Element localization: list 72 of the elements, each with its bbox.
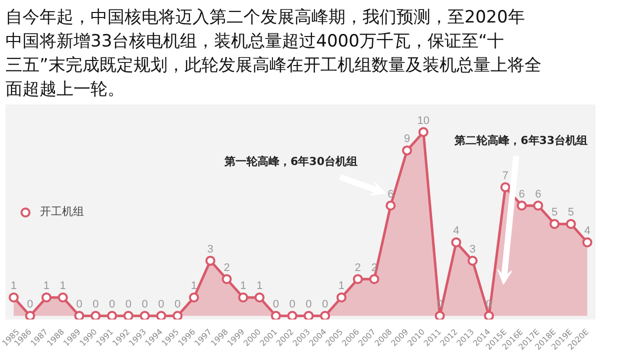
point [156, 310, 166, 320]
data-label: 4 [453, 225, 460, 238]
data-label: 7 [502, 170, 508, 182]
data-label: 0 [306, 298, 312, 311]
legend-label: 开工机组 [40, 204, 84, 219]
point [90, 310, 101, 320]
data-label: 1 [43, 280, 50, 292]
point [352, 274, 363, 284]
point [418, 127, 428, 138]
data-label: 0 [158, 298, 164, 311]
point [516, 200, 527, 211]
point [451, 237, 462, 248]
data-label: 0 [92, 298, 99, 311]
data-label: 0 [27, 298, 34, 311]
data-label: 6 [535, 188, 542, 200]
point [140, 310, 150, 320]
data-label: 0 [272, 298, 279, 311]
point [188, 292, 199, 302]
point [500, 182, 510, 192]
point [434, 310, 445, 320]
data-label: 1 [338, 280, 345, 292]
data-label: 0 [322, 298, 328, 311]
data-label: 10 [417, 114, 430, 127]
point [304, 310, 314, 320]
point [336, 292, 346, 302]
data-label: 0 [174, 298, 181, 311]
point [25, 310, 36, 320]
point [41, 292, 52, 302]
point [270, 310, 281, 320]
point [484, 310, 494, 320]
point [402, 145, 412, 156]
data-label: 9 [404, 133, 410, 146]
point [238, 292, 248, 302]
point [107, 310, 118, 320]
data-label: 3 [470, 243, 476, 256]
point [74, 310, 84, 320]
point [320, 310, 330, 320]
data-label: 5 [568, 206, 574, 219]
point [205, 256, 216, 266]
point [582, 237, 592, 248]
annotation: 第二轮高峰，6年33台机组 [454, 134, 588, 147]
data-label: 1 [10, 280, 17, 292]
point [287, 310, 298, 320]
point [468, 256, 478, 266]
point [222, 274, 232, 284]
data-label: 2 [224, 262, 230, 274]
data-label: 1 [190, 280, 198, 292]
data-label: 4 [584, 225, 590, 238]
point [533, 200, 544, 211]
chart-title: 自今年起，中国核电将迈入第二个发展高峰期，我们预测，至2020年中国将新增33台核电机组，装机总量超过4000万千瓦，保证至“十三五”末完成既定规划，此轮发展高峰在开工机组数量及装机总量上将全面超越上一轮。 [6, 8, 542, 100]
data-label: 0 [125, 298, 132, 311]
point [254, 292, 265, 302]
data-label: 2 [354, 262, 361, 274]
data-label: 5 [551, 206, 558, 219]
data-label: 1 [240, 280, 246, 292]
point [8, 292, 19, 302]
point [369, 274, 380, 284]
data-label: 0 [289, 298, 296, 311]
point [386, 200, 396, 211]
point [566, 218, 576, 229]
point [550, 218, 560, 229]
data-label: 0 [76, 298, 82, 311]
annotation: 第一轮高峰，6年30台机组 [224, 154, 358, 168]
data-label: 0 [108, 298, 116, 311]
data-label: 1 [256, 280, 263, 292]
point [123, 310, 134, 320]
data-label: 0 [142, 298, 148, 311]
data-label: 1 [60, 280, 66, 292]
point [172, 310, 183, 320]
point [58, 292, 68, 302]
data-label: 6 [518, 188, 525, 200]
data-label: 3 [207, 243, 214, 256]
